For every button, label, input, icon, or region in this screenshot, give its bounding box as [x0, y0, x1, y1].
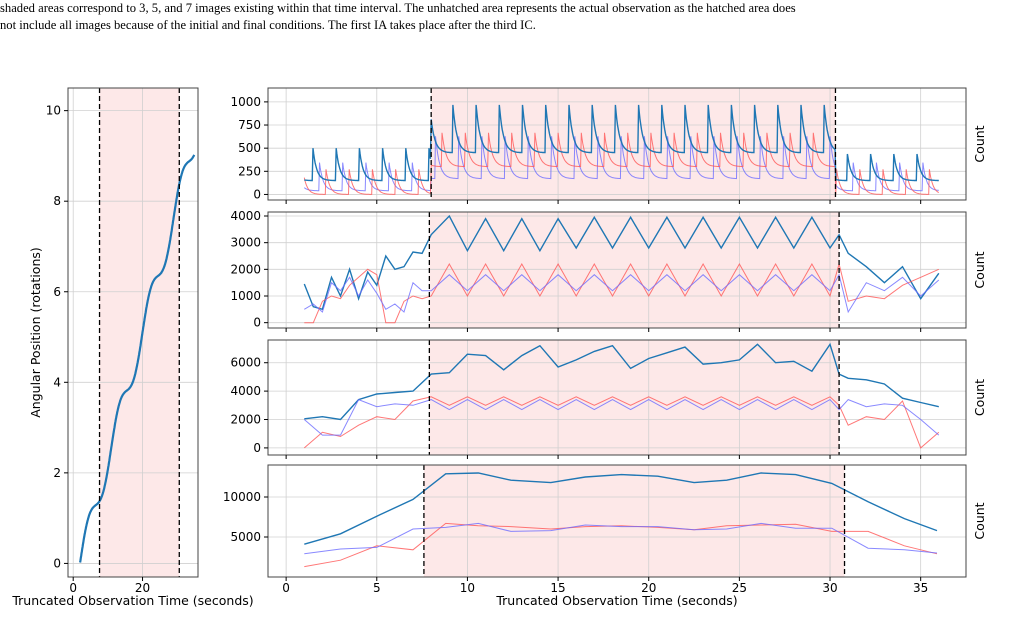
y-axis-label: Count: [972, 125, 987, 162]
shaded-interval: [99, 88, 180, 577]
y-tick-label: 250: [238, 164, 261, 178]
x-tick-label: 20: [641, 581, 656, 595]
y-tick-label: 4: [53, 375, 61, 389]
x-tick-label: 20: [135, 581, 150, 595]
x-axis-label: Truncated Observation Time (seconds): [11, 593, 253, 608]
series-line-red: [304, 522, 938, 568]
x-tick-label: 0: [69, 581, 77, 595]
series-line-blue: [303, 214, 940, 311]
shaded-interval: [431, 88, 836, 200]
x-tick-label: 0: [282, 581, 290, 595]
y-tick-label: 500: [238, 141, 261, 155]
caption-line-1: shaded areas correspond to 3, 5, and 7 i…: [0, 1, 796, 15]
figure-caption: shaded areas correspond to 3, 5, and 7 i…: [0, 0, 1025, 34]
x-tick-label: 35: [913, 581, 928, 595]
caption-line-2: not include all images because of the in…: [0, 18, 536, 32]
y-tick-label: 5000: [230, 530, 261, 544]
y-tick-label: 4000: [230, 209, 261, 223]
y-tick-label: 0: [253, 187, 261, 201]
series-line-red: [304, 262, 940, 324]
y-axis-label: Count: [972, 251, 987, 288]
axes-frame: [267, 211, 967, 329]
x-tick-label: 25: [732, 581, 747, 595]
y-axis-label: Count: [972, 379, 987, 416]
y-tick-label: 8: [53, 194, 61, 208]
shaded-interval: [423, 465, 845, 577]
y-tick-label: 10000: [223, 490, 261, 504]
y-tick-label: 6: [53, 285, 61, 299]
y-tick-label: 0: [253, 316, 261, 330]
x-tick-label: 10: [460, 581, 475, 595]
y-tick-label: 6000: [230, 356, 261, 370]
series-line-purple: [303, 136, 939, 192]
x-tick-label: 5: [373, 581, 381, 595]
y-axis-label: Angular Position (rotations): [28, 247, 43, 418]
y-tick-label: 2: [53, 466, 61, 480]
series-line-angular: [79, 154, 196, 563]
series-line-blue: [304, 472, 938, 545]
y-tick-label: 2000: [230, 413, 261, 427]
y-tick-label: 0: [53, 556, 61, 570]
series-line-purple: [304, 522, 938, 555]
series-line-red: [303, 132, 940, 195]
y-axis-label: Count: [972, 502, 987, 539]
series-line-blue: [304, 104, 939, 182]
y-tick-label: 1000: [230, 289, 261, 303]
series-line-purple: [304, 273, 940, 314]
shaded-interval: [429, 340, 840, 455]
panel-2: 0 250 500 750 1000 Count: [230, 87, 987, 204]
y-tick-label: 3000: [230, 236, 261, 250]
axes-frame: [267, 464, 967, 578]
panel-4: 0 2000 4000 6000 Count: [230, 339, 987, 459]
axes-frame: [267, 339, 967, 456]
panel-3: 0 1000 2000 3000 4000 Count: [230, 209, 987, 332]
x-axis-label: Truncated Observation Time (seconds): [495, 593, 737, 608]
x-tick-label: 30: [822, 581, 837, 595]
axes-frame: [267, 87, 967, 201]
x-tick-label: 15: [550, 581, 565, 595]
series-line-purple: [303, 398, 940, 436]
y-tick-label: 0: [253, 441, 261, 455]
y-tick-label: 10: [46, 104, 61, 118]
y-tick-label: 750: [238, 118, 261, 132]
axes-frame: [67, 87, 199, 578]
y-tick-label: 1000: [230, 95, 261, 109]
y-tick-label: 2000: [230, 262, 261, 276]
y-tick-label: 4000: [230, 384, 261, 398]
panel-5: 5000 10000 0 5 10 15 20 25 30 35 Truncated Observa…: [223, 464, 987, 608]
